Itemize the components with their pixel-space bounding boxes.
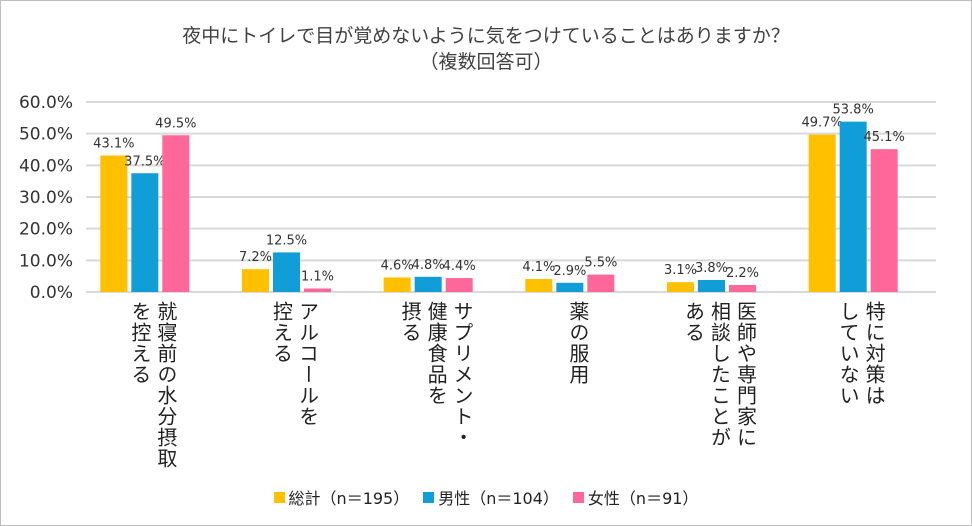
category-label-line: していない <box>836 301 861 406</box>
bar-1-3 <box>556 282 584 292</box>
category-label-line: ある <box>681 301 706 343</box>
category-label-line: 摂る <box>398 301 423 343</box>
bar-1-0 <box>131 173 159 292</box>
bar-1-5 <box>839 121 867 292</box>
bar-0-2 <box>383 277 411 292</box>
category-label: アルコールを 控える <box>269 301 321 427</box>
bar-1-4 <box>698 279 725 292</box>
y-tick-label: 20.0% <box>19 220 73 240</box>
data-label: 53.8% <box>833 103 874 118</box>
y-tick-label: 40.0% <box>19 156 73 176</box>
bar-2-2 <box>445 278 473 292</box>
data-label: 2.9% <box>553 264 586 279</box>
bar-1-1 <box>273 252 300 292</box>
legend-swatch <box>273 491 285 503</box>
bar-1-2 <box>414 276 442 292</box>
category-label-line: アルコールを <box>295 301 320 427</box>
category-label: 薬の服用 <box>565 301 591 385</box>
bar-0-3 <box>525 279 553 292</box>
bar-2-4 <box>729 285 756 292</box>
category-label-line: を控える <box>127 301 152 385</box>
bar-0-5 <box>808 134 836 292</box>
data-label: 4.4% <box>443 259 476 274</box>
bar-0-4 <box>667 282 694 292</box>
chart-subtitle: （複数回答可） <box>419 51 553 73</box>
data-label: 2.2% <box>726 266 759 281</box>
bar-2-5 <box>870 149 898 292</box>
data-label: 4.8% <box>412 258 445 273</box>
y-tick-label: 0.0% <box>30 283 73 303</box>
category-label: 就寝前の水分摂取 を控える <box>127 301 179 469</box>
bar-2-0 <box>162 135 190 292</box>
category-label: サプリメント・ 健康食品を 摂る <box>397 301 475 448</box>
data-label: 4.1% <box>522 260 555 275</box>
legend-item: 総計（n＝195） <box>273 485 410 509</box>
data-label: 7.2% <box>239 250 272 265</box>
category-label-line: サプリメント・ <box>450 301 475 448</box>
data-label: 4.6% <box>381 258 414 273</box>
data-label: 12.5% <box>266 233 307 248</box>
category-label-line: 特に対策は <box>862 301 887 406</box>
legend-item: 女性（n＝91） <box>572 485 699 509</box>
data-label: 37.5% <box>124 154 165 169</box>
category-label-line: 医師や専門家に <box>733 301 758 448</box>
legend-label: 女性（n＝91） <box>587 489 699 508</box>
category-label-line: 就寝前の水分摂取 <box>153 301 178 469</box>
y-tick-label: 50.0% <box>19 125 73 145</box>
chart-title: 夜中にトイレで目が覚めないように気をつけていることはありますか？ <box>182 25 790 47</box>
category-label: 特に対策は していない <box>835 301 887 406</box>
bar-2-1 <box>304 288 331 292</box>
data-label: 3.1% <box>664 263 697 278</box>
data-label: 43.1% <box>93 137 134 152</box>
y-tick-label: 10.0% <box>19 251 73 271</box>
legend-swatch <box>423 491 435 503</box>
legend: 総計（n＝195） 男性（n＝104） 女性（n＝91） <box>1 485 971 509</box>
legend-label: 男性（n＝104） <box>438 489 559 508</box>
category-label-line: 控える <box>269 301 294 364</box>
bar-0-1 <box>242 269 269 292</box>
bar-0-0 <box>100 155 128 292</box>
data-label: 1.1% <box>301 270 334 285</box>
data-label: 45.1% <box>864 130 905 145</box>
data-label: 5.5% <box>584 256 617 271</box>
bar-2-3 <box>587 274 615 292</box>
data-label: 49.7% <box>802 116 843 131</box>
category-label-line: 薬の服用 <box>565 301 590 385</box>
category-label-line: 健康食品を <box>424 301 449 406</box>
y-tick-label: 30.0% <box>19 188 73 208</box>
y-tick-label: 60.0% <box>19 93 73 113</box>
legend-label: 総計（n＝195） <box>288 489 410 508</box>
category-label-line: 相談したことが <box>707 301 732 448</box>
legend-swatch <box>572 491 584 503</box>
legend-item: 男性（n＝104） <box>423 485 559 509</box>
category-label: 医師や専門家に 相談したことが ある <box>681 301 759 448</box>
data-label: 49.5% <box>155 116 196 131</box>
data-label: 3.8% <box>695 261 728 276</box>
